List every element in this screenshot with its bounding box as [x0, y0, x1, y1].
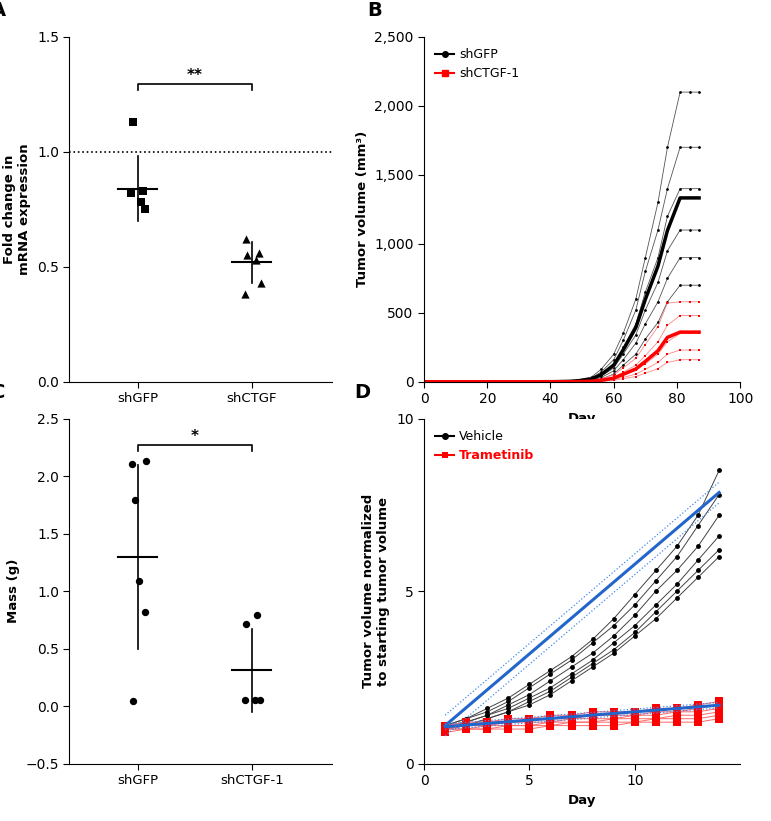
- Point: [125, 186, 137, 200]
- Legend: Vehicle, Trametinib: Vehicle, Trametinib: [430, 425, 539, 467]
- Point: [252, 246, 264, 259]
- Y-axis label: Mass (g): Mass (g): [7, 559, 20, 623]
- Point: [240, 232, 252, 245]
- Point: [126, 457, 138, 470]
- Point: [241, 249, 254, 262]
- X-axis label: Day: Day: [568, 794, 596, 806]
- Point: [127, 116, 140, 129]
- X-axis label: Day: Day: [568, 412, 596, 424]
- Point: [140, 455, 152, 468]
- Point: [249, 694, 261, 707]
- Text: D: D: [355, 383, 371, 402]
- Point: [139, 203, 151, 216]
- Text: *: *: [190, 429, 199, 444]
- Y-axis label: Tumor volume normalized
to starting tumor volume: Tumor volume normalized to starting tumo…: [362, 494, 390, 688]
- Point: [239, 288, 251, 301]
- Legend: shGFP, shCTGF-1: shGFP, shCTGF-1: [430, 44, 524, 85]
- Point: [250, 254, 262, 267]
- Point: [130, 493, 142, 507]
- Point: [254, 277, 267, 290]
- Point: [254, 694, 266, 707]
- Point: [135, 196, 147, 209]
- Point: [139, 605, 151, 618]
- Text: B: B: [367, 2, 382, 21]
- Point: [133, 574, 145, 587]
- Text: **: **: [187, 68, 203, 83]
- Point: [137, 185, 150, 198]
- Point: [127, 695, 140, 708]
- Point: [240, 618, 252, 631]
- Y-axis label: Tumor volume (mm³): Tumor volume (mm³): [355, 131, 369, 287]
- Text: C: C: [0, 383, 5, 402]
- Y-axis label: Fold change in
mRNA expression: Fold change in mRNA expression: [3, 144, 32, 275]
- Text: A: A: [0, 2, 6, 21]
- Point: [251, 608, 264, 621]
- Point: [239, 694, 251, 707]
